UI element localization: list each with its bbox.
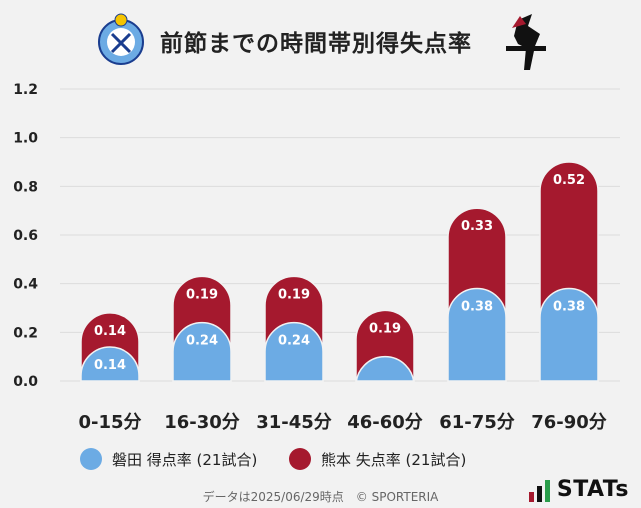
bar-jubilo-5 <box>539 287 599 382</box>
bar-jubilo-1 <box>172 321 232 382</box>
data-label: 0.24 <box>186 334 218 349</box>
data-label: 0.14 <box>94 358 126 373</box>
x-tick-label: 46-60分 <box>347 412 423 433</box>
bar-jubilo-3 <box>355 355 415 386</box>
x-tick-label: 76-90分 <box>531 412 607 433</box>
y-tick-label: 1.0 <box>13 131 38 147</box>
data-label: 0.19 <box>186 287 218 302</box>
x-tick-label: 31-45分 <box>256 412 332 433</box>
y-tick-label: 0.0 <box>13 374 38 390</box>
grid: 0.0 0.2 0.4 0.6 0.8 1.0 1.2 <box>13 82 620 390</box>
legend-item-kumamoto: 熊本 失点率 (21試合) <box>289 448 466 470</box>
data-label: 0.52 <box>553 173 585 188</box>
y-tick-label: 0.8 <box>13 179 38 195</box>
legend-label-kumamoto: 熊本 失点率 (21試合) <box>321 450 467 469</box>
jubilo-logo-icon <box>98 13 144 65</box>
footer-note: データは2025/06/29時点 © SPORTERIA <box>202 490 439 504</box>
data-label: 0.33 <box>461 219 493 234</box>
kumamoto-logo-icon <box>506 14 546 70</box>
stats-wordmark: STATs <box>556 477 629 502</box>
stats-logo-icon <box>528 480 550 502</box>
y-tick-label: 1.2 <box>13 82 38 98</box>
bars: 0.14 0.14 0.24 0.19 0.24 0.19 0.19 0.38 0.33 0.38… <box>80 161 599 386</box>
stats-brand: STATs <box>528 477 629 502</box>
x-tick-label: 61-75分 <box>439 412 515 433</box>
bar-jubilo-4 <box>447 287 507 382</box>
legend-item-jubilo: 磐田 得点率 (21試合) <box>80 448 257 470</box>
data-label: 0.38 <box>553 300 585 315</box>
y-tick-label: 0.2 <box>13 325 38 341</box>
y-tick-label: 0.4 <box>13 277 38 293</box>
data-label: 0.24 <box>278 334 310 349</box>
bar-jubilo-2 <box>264 321 324 382</box>
legend-swatch-kumamoto <box>289 448 311 470</box>
chart-title: 前節までの時間帯別得失点率 <box>160 31 472 57</box>
data-label: 0.14 <box>94 324 126 339</box>
data-label: 0.19 <box>278 287 310 302</box>
x-tick-label: 0-15分 <box>78 412 141 433</box>
bar-jubilo-0 <box>80 346 140 382</box>
data-label: 0.19 <box>369 321 401 336</box>
x-tick-label: 16-30分 <box>164 412 240 433</box>
y-tick-label: 0.6 <box>13 228 38 244</box>
legend-label-jubilo: 磐田 得点率 (21試合) <box>112 450 258 469</box>
data-label: 0.38 <box>461 300 493 315</box>
legend-swatch-jubilo <box>80 448 102 470</box>
x-axis-labels: 0-15分 16-30分 31-45分 46-60分 61-75分 76-90分 <box>78 412 606 433</box>
